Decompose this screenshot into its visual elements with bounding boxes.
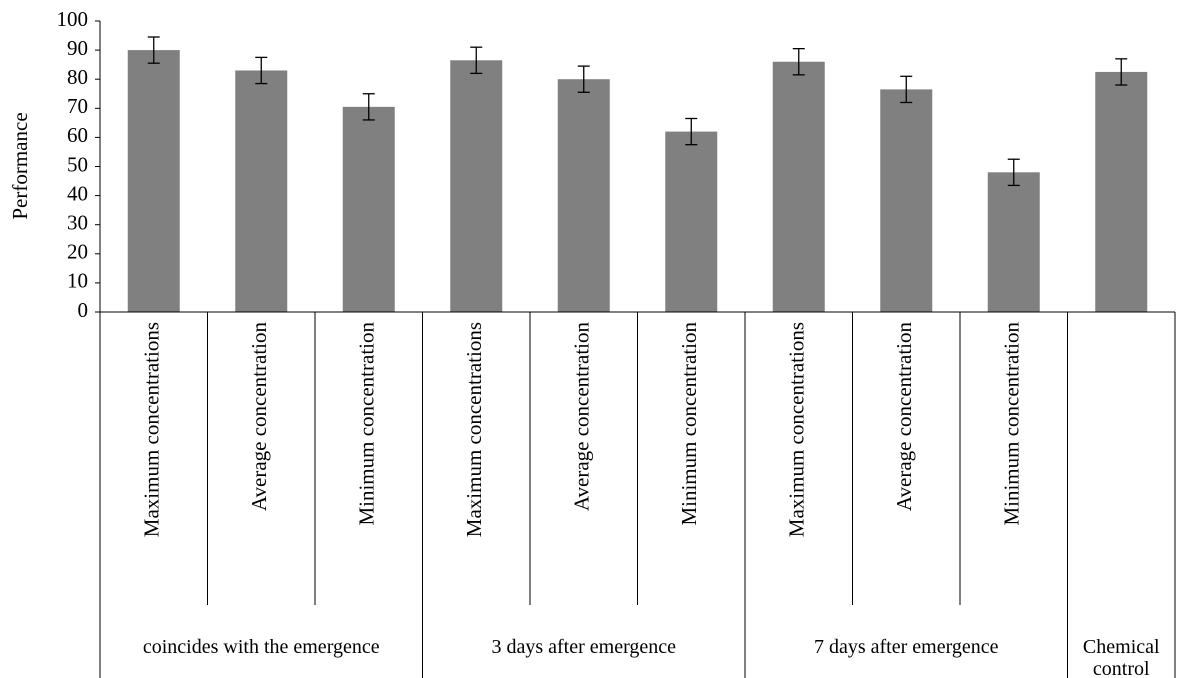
error-bar — [362, 93, 375, 121]
y-tick-label: 80 — [67, 65, 88, 89]
y-axis-label: Performance — [8, 112, 32, 219]
y-tick-label: 30 — [67, 211, 88, 235]
x-tick-label: Maximum concentrations — [462, 322, 486, 537]
y-tick-label: 70 — [67, 94, 88, 118]
error-bar — [147, 36, 160, 64]
error-bar — [255, 56, 268, 85]
bar — [127, 50, 180, 312]
bar — [880, 89, 933, 312]
group-label: coincides with the emergence — [142, 636, 380, 658]
y-tick-label: 40 — [67, 181, 88, 205]
x-tick-label: Minimum concentration — [677, 322, 701, 526]
x-tick-label: Maximum concentrations — [140, 322, 164, 537]
bar — [1095, 71, 1148, 312]
x-tick-label: Minimum concentration — [355, 322, 379, 526]
bar — [557, 79, 610, 312]
x-tick-label: Average concentration — [247, 322, 271, 512]
bar — [665, 131, 718, 312]
bar — [772, 61, 825, 312]
y-tick-label: 0 — [78, 298, 89, 322]
y-tick-label: 20 — [67, 240, 88, 264]
group-label: Chemical control — [1082, 636, 1160, 678]
bar — [342, 106, 395, 312]
x-tick-label: Average concentration — [570, 322, 594, 512]
x-tick-label: Maximum concentrations — [785, 322, 809, 537]
x-tick-label: Minimum concentration — [1000, 322, 1024, 526]
bar — [450, 60, 503, 312]
y-tick-label: 90 — [67, 36, 88, 60]
bar — [987, 172, 1040, 312]
error-bar — [577, 65, 590, 93]
y-tick-label: 100 — [57, 7, 89, 31]
error-bar — [1115, 58, 1128, 86]
y-tick-label: 10 — [67, 269, 88, 293]
error-bar — [685, 117, 698, 146]
error-bar — [900, 75, 913, 104]
bar — [235, 70, 288, 312]
y-tick-label: 60 — [67, 123, 88, 147]
group-label: 7 days after emergence — [813, 636, 999, 658]
x-tick-label: Average concentration — [892, 322, 916, 512]
error-bar — [1007, 158, 1020, 187]
y-tick-label: 50 — [67, 152, 88, 176]
error-bar — [470, 46, 483, 75]
error-bar — [792, 47, 805, 76]
group-label: 3 days after emergence — [491, 636, 677, 658]
